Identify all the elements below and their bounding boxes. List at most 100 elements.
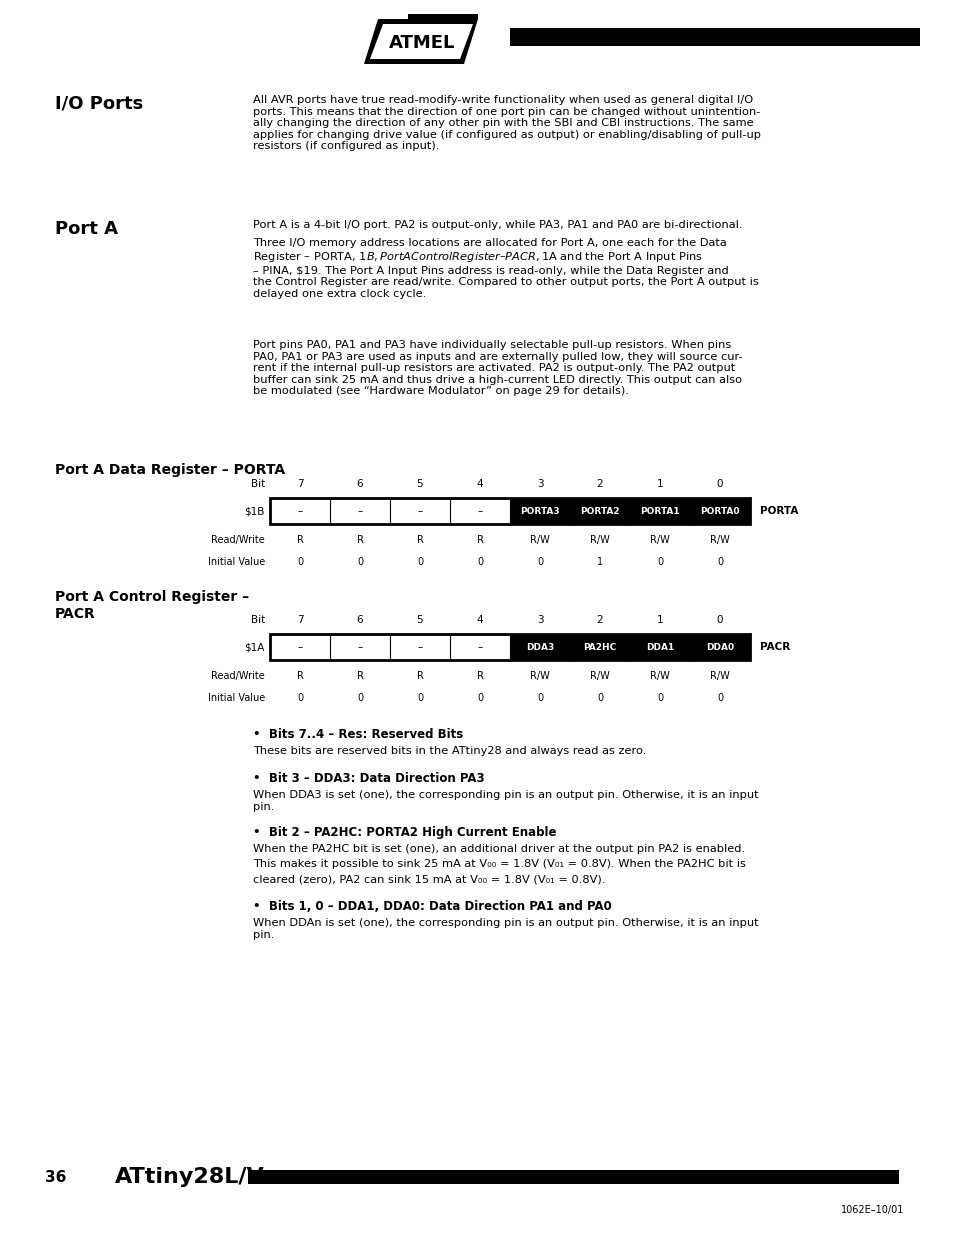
Text: R/W: R/W	[530, 535, 549, 545]
Text: 1: 1	[656, 615, 662, 625]
Text: 1: 1	[597, 557, 602, 567]
Text: 0: 0	[416, 693, 422, 703]
Text: 5: 5	[416, 615, 423, 625]
Text: R/W: R/W	[530, 671, 549, 680]
Text: These bits are reserved bits in the ATtiny28 and always read as zero.: These bits are reserved bits in the ATti…	[253, 746, 646, 756]
Text: 36: 36	[45, 1170, 67, 1184]
Text: 0: 0	[717, 557, 722, 567]
Text: R/W: R/W	[649, 671, 669, 680]
Text: 6: 6	[356, 615, 363, 625]
Text: DDA3: DDA3	[525, 642, 554, 652]
Text: –: –	[416, 506, 422, 516]
Text: –: –	[357, 506, 362, 516]
Text: •  Bits 7..4 – Res: Reserved Bits: • Bits 7..4 – Res: Reserved Bits	[253, 727, 463, 741]
Text: R/W: R/W	[590, 535, 609, 545]
Text: PORTA2: PORTA2	[579, 506, 619, 515]
Text: Port A is a 4-bit I/O port. PA2 is output-only, while PA3, PA1 and PA0 are bi-di: Port A is a 4-bit I/O port. PA2 is outpu…	[253, 220, 741, 230]
Text: 0: 0	[476, 693, 482, 703]
Text: –: –	[476, 506, 482, 516]
Text: DDA0: DDA0	[705, 642, 733, 652]
Text: 1: 1	[656, 479, 662, 489]
Text: Port pins PA0, PA1 and PA3 have individually selectable pull-up resistors. When : Port pins PA0, PA1 and PA3 have individu…	[253, 340, 741, 396]
Text: 0: 0	[717, 693, 722, 703]
Text: PORTA3: PORTA3	[519, 506, 559, 515]
Text: Port A: Port A	[55, 220, 118, 238]
Text: ATtiny28L/V: ATtiny28L/V	[115, 1167, 265, 1187]
Text: R: R	[296, 535, 303, 545]
Text: cleared (zero), PA2 can sink 15 mA at V₀₀ = 1.8V (V₀₁ = 0.8V).: cleared (zero), PA2 can sink 15 mA at V₀…	[253, 874, 605, 884]
Text: –: –	[416, 642, 422, 652]
Text: When the PA2HC bit is set (one), an additional driver at the output pin PA2 is e: When the PA2HC bit is set (one), an addi…	[253, 844, 744, 853]
Text: 3: 3	[537, 479, 543, 489]
Text: Read/Write: Read/Write	[211, 535, 265, 545]
Text: R: R	[416, 535, 423, 545]
Text: DDA1: DDA1	[645, 642, 674, 652]
Text: 5: 5	[416, 479, 423, 489]
Text: PORTA1: PORTA1	[639, 506, 679, 515]
Text: 0: 0	[597, 693, 602, 703]
Text: 0: 0	[716, 615, 722, 625]
Text: 1062E–10/01: 1062E–10/01	[840, 1205, 903, 1215]
Text: R: R	[296, 671, 303, 680]
Text: $1A: $1A	[244, 642, 265, 652]
Text: 2: 2	[596, 479, 602, 489]
Text: 0: 0	[296, 557, 303, 567]
Text: R: R	[356, 535, 363, 545]
Text: 0: 0	[356, 557, 363, 567]
Polygon shape	[364, 19, 477, 64]
Text: When DDA3 is set (one), the corresponding pin is an output pin. Otherwise, it is: When DDA3 is set (one), the correspondin…	[253, 790, 758, 811]
Text: 0: 0	[537, 557, 542, 567]
Text: R: R	[476, 671, 483, 680]
Text: PORTA: PORTA	[760, 506, 798, 516]
Text: All AVR ports have true read-modify-write functionality when used as general dig: All AVR ports have true read-modify-writ…	[253, 95, 760, 152]
Text: 4: 4	[476, 615, 483, 625]
Text: R/W: R/W	[590, 671, 609, 680]
Text: Port A Data Register – PORTA: Port A Data Register – PORTA	[55, 463, 285, 477]
Text: 6: 6	[356, 479, 363, 489]
Bar	[569, 498, 629, 524]
Text: ATMEL: ATMEL	[389, 35, 455, 52]
Text: R: R	[476, 535, 483, 545]
Text: Bit: Bit	[251, 479, 265, 489]
Text: Bit: Bit	[251, 615, 265, 625]
Text: 0: 0	[356, 693, 363, 703]
Text: •  Bits 1, 0 – DDA1, DDA0: Data Direction PA1 and PA0: • Bits 1, 0 – DDA1, DDA0: Data Direction…	[253, 900, 611, 913]
Bar	[629, 634, 689, 659]
Text: PACR: PACR	[55, 606, 95, 621]
Text: 0: 0	[716, 479, 722, 489]
Bar	[510, 498, 569, 524]
Bar	[248, 1170, 898, 1184]
Text: 0: 0	[416, 557, 422, 567]
Bar	[689, 634, 749, 659]
Text: 0: 0	[657, 693, 662, 703]
Text: Port A Control Register –: Port A Control Register –	[55, 590, 249, 604]
Text: –: –	[297, 642, 302, 652]
Bar	[629, 498, 689, 524]
Text: 0: 0	[476, 557, 482, 567]
Text: $1B: $1B	[244, 506, 265, 516]
Text: –: –	[297, 506, 302, 516]
Text: Read/Write: Read/Write	[211, 671, 265, 680]
Text: 3: 3	[537, 615, 543, 625]
Bar	[510, 28, 919, 46]
Text: 0: 0	[657, 557, 662, 567]
Text: 2: 2	[596, 615, 602, 625]
Text: PACR: PACR	[760, 642, 789, 652]
Text: I/O Ports: I/O Ports	[55, 95, 143, 112]
Text: Three I/O memory address locations are allocated for Port A, one each for the Da: Three I/O memory address locations are a…	[253, 238, 758, 299]
Text: –: –	[476, 642, 482, 652]
Polygon shape	[408, 14, 477, 19]
Text: R/W: R/W	[709, 535, 729, 545]
Text: •  Bit 2 – PA2HC: PORTA2 High Current Enable: • Bit 2 – PA2HC: PORTA2 High Current Ena…	[253, 826, 556, 839]
Text: Initial Value: Initial Value	[208, 693, 265, 703]
Bar	[569, 634, 629, 659]
Bar	[270, 498, 749, 524]
Bar	[689, 498, 749, 524]
Text: Initial Value: Initial Value	[208, 557, 265, 567]
Text: When DDAn is set (one), the corresponding pin is an output pin. Otherwise, it is: When DDAn is set (one), the correspondin…	[253, 918, 758, 940]
Text: •  Bit 3 – DDA3: Data Direction PA3: • Bit 3 – DDA3: Data Direction PA3	[253, 772, 484, 785]
Text: R/W: R/W	[709, 671, 729, 680]
Text: 7: 7	[296, 479, 303, 489]
Text: PORTA0: PORTA0	[700, 506, 739, 515]
Text: PA2HC: PA2HC	[583, 642, 616, 652]
